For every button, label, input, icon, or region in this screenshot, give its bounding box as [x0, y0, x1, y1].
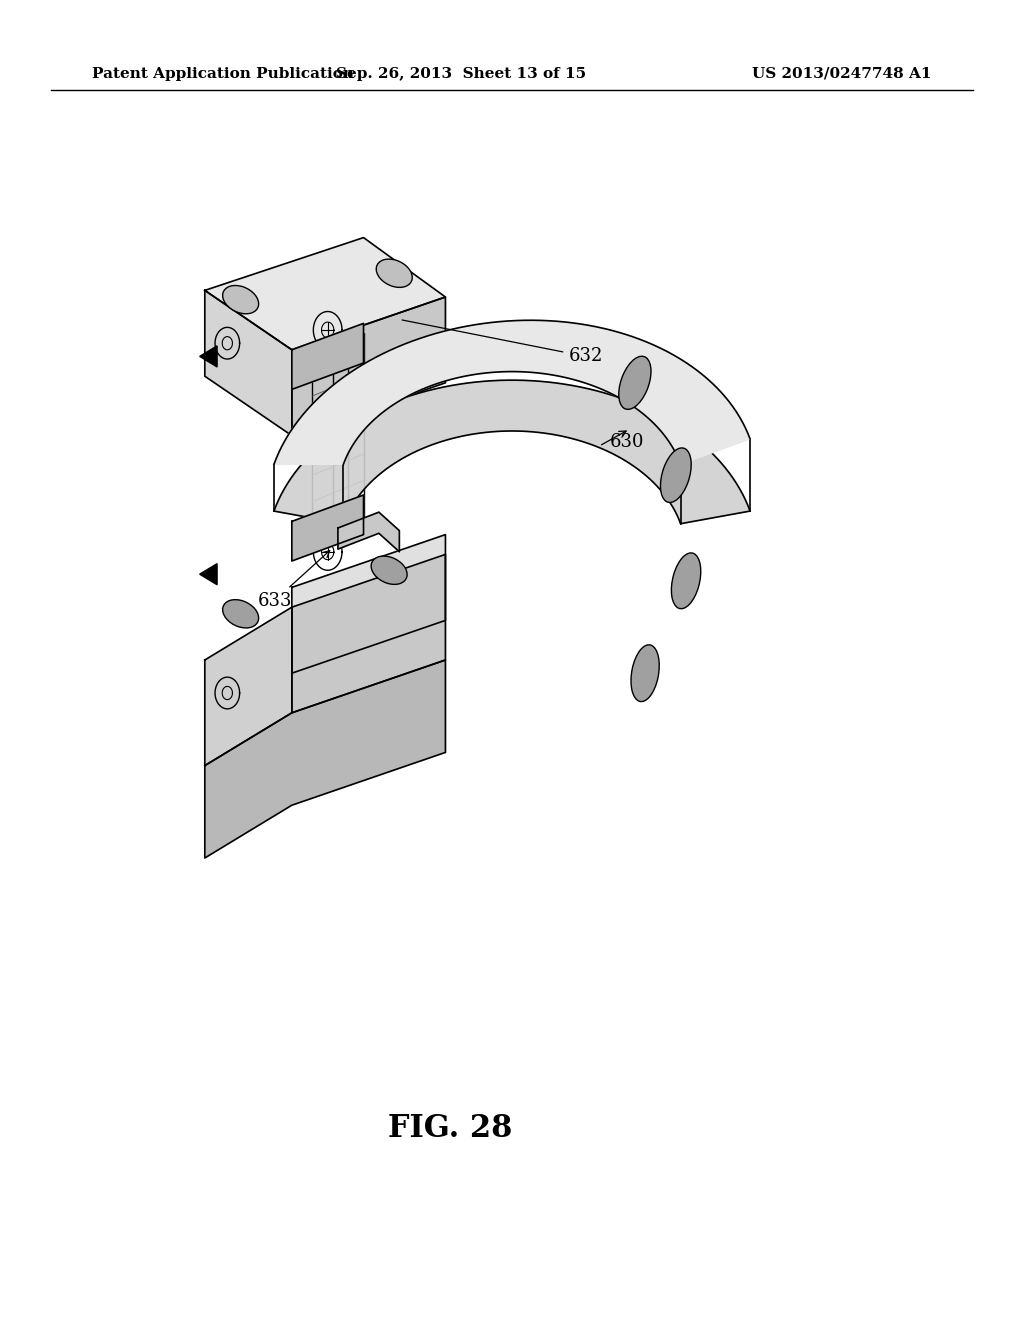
Polygon shape — [200, 564, 217, 585]
Ellipse shape — [672, 553, 700, 609]
Text: 630: 630 — [609, 433, 644, 451]
Ellipse shape — [222, 285, 259, 314]
Ellipse shape — [376, 259, 413, 288]
Polygon shape — [292, 535, 445, 673]
Ellipse shape — [222, 599, 259, 628]
Text: FIG. 28: FIG. 28 — [388, 1113, 513, 1144]
Polygon shape — [338, 512, 399, 552]
Polygon shape — [292, 297, 445, 436]
Text: Sep. 26, 2013  Sheet 13 of 15: Sep. 26, 2013 Sheet 13 of 15 — [336, 67, 586, 81]
Polygon shape — [274, 380, 750, 524]
Ellipse shape — [660, 447, 691, 503]
Text: Patent Application Publication: Patent Application Publication — [92, 67, 354, 81]
Polygon shape — [205, 238, 445, 350]
Polygon shape — [200, 346, 217, 367]
Ellipse shape — [371, 556, 408, 585]
Polygon shape — [292, 554, 445, 713]
Polygon shape — [292, 323, 364, 389]
Text: US 2013/0247748 A1: US 2013/0247748 A1 — [753, 67, 932, 81]
Polygon shape — [205, 660, 445, 858]
Text: 633: 633 — [257, 550, 330, 610]
Polygon shape — [205, 290, 292, 436]
Text: 632: 632 — [402, 319, 603, 366]
Ellipse shape — [631, 644, 659, 702]
Polygon shape — [205, 607, 292, 766]
Polygon shape — [292, 495, 364, 561]
Ellipse shape — [618, 356, 651, 409]
Polygon shape — [274, 321, 750, 465]
